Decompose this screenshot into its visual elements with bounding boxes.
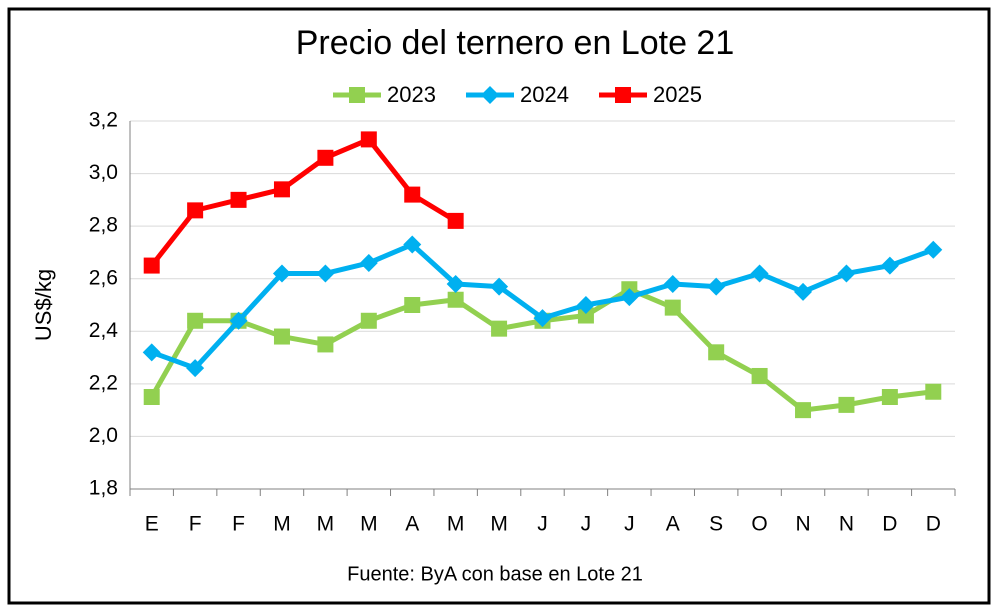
data-point	[837, 264, 856, 283]
data-point	[577, 307, 594, 324]
data-point	[316, 264, 335, 283]
x-tick-label: M	[317, 513, 335, 536]
data-point	[925, 383, 942, 400]
data-point	[447, 212, 464, 229]
y-tick-label: 2,2	[89, 371, 118, 394]
data-point	[187, 312, 204, 329]
x-tick-label: M	[360, 513, 378, 536]
data-point	[707, 277, 726, 296]
x-tick-label: M	[273, 513, 291, 536]
y-tick-label: 2,0	[89, 424, 118, 447]
y-tick-label: 3,0	[89, 161, 118, 184]
data-point	[795, 402, 812, 419]
data-point	[404, 186, 421, 203]
data-point	[360, 131, 377, 148]
x-tick-label: M	[447, 513, 465, 536]
y-axis-label: US$/kg	[31, 269, 56, 341]
x-tick-label: J	[537, 513, 548, 536]
y-tick-label: 2,6	[89, 266, 118, 289]
data-point	[143, 389, 160, 405]
x-tick-label: S	[709, 513, 723, 536]
x-tick-label: M	[490, 513, 508, 536]
data-point	[490, 277, 509, 296]
y-tick-label: 3,2	[89, 109, 118, 132]
data-point	[142, 343, 161, 362]
chart-title: Precio del ternero en Lote 21	[296, 24, 735, 62]
data-point	[491, 320, 508, 337]
data-point	[359, 253, 378, 272]
data-point	[620, 288, 639, 307]
data-point	[273, 181, 290, 198]
data-point	[750, 264, 769, 283]
data-point	[229, 311, 248, 330]
y-tick-label: 2,8	[89, 214, 118, 237]
x-tick-label: J	[581, 513, 592, 536]
data-point	[708, 344, 725, 361]
legend-marker	[349, 87, 365, 103]
source-note: Fuente: ByA con base en Lote 21	[347, 563, 643, 585]
data-point	[533, 309, 552, 328]
legend-marker	[615, 87, 631, 103]
data-point	[838, 396, 855, 413]
data-point	[880, 256, 899, 275]
data-point	[447, 291, 464, 308]
data-point	[881, 389, 898, 405]
data-point	[360, 312, 377, 329]
data-point	[317, 149, 334, 166]
legend-label: 2024	[520, 82, 569, 107]
y-tick-label: 1,8	[89, 477, 118, 500]
data-point	[273, 328, 290, 345]
data-point	[143, 257, 160, 274]
data-point	[230, 191, 247, 208]
x-tick-label: O	[751, 513, 767, 536]
data-point	[664, 299, 681, 316]
data-point	[446, 274, 465, 293]
x-tick-label: E	[145, 513, 159, 536]
data-point	[663, 274, 682, 293]
data-point	[403, 235, 422, 254]
data-point	[794, 282, 813, 301]
data-point	[272, 264, 291, 283]
data-point	[751, 367, 768, 384]
data-point	[576, 296, 595, 314]
data-point	[404, 297, 421, 313]
data-point	[186, 359, 205, 378]
data-point	[924, 240, 943, 259]
data-point	[187, 202, 204, 219]
legend-label: 2023	[387, 82, 436, 107]
chart-frame	[7, 7, 991, 605]
x-tick-label: J	[624, 513, 635, 536]
legend-marker	[481, 86, 499, 104]
x-tick-label: F	[189, 513, 202, 536]
x-tick-label: D	[926, 513, 941, 536]
x-tick-label: F	[232, 513, 245, 536]
x-tick-label: D	[882, 513, 897, 536]
x-tick-label: N	[795, 513, 810, 536]
y-tick-label: 2,4	[89, 319, 119, 342]
x-tick-label: A	[666, 513, 680, 536]
x-tick-label: N	[839, 513, 854, 536]
x-tick-label: A	[405, 513, 419, 536]
data-point	[317, 336, 334, 353]
legend-label: 2025	[653, 82, 702, 107]
